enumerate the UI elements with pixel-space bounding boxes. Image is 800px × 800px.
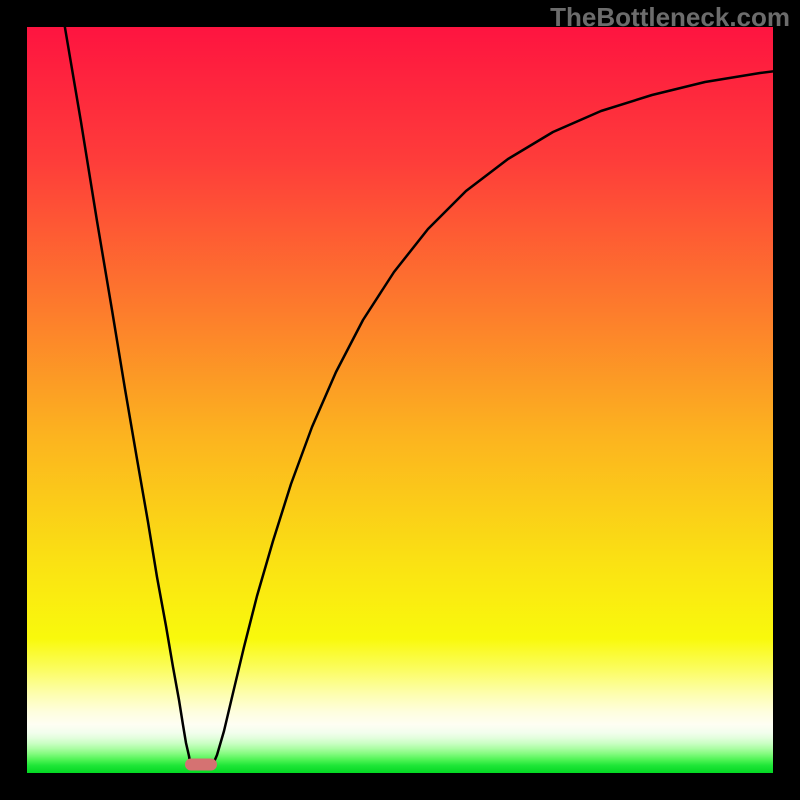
chart-container: TheBottleneck.com: [0, 0, 800, 800]
optimal-marker: [185, 759, 217, 771]
bottleneck-chart: [0, 0, 800, 800]
gradient-background: [27, 27, 773, 773]
